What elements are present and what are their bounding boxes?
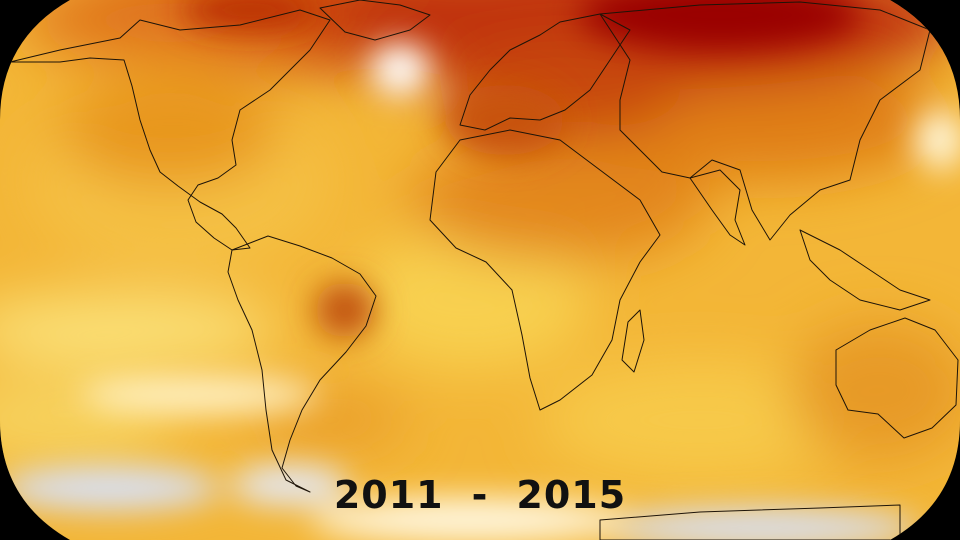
- coastline-southeast-asia: [799, 229, 931, 311]
- coastline-asia: [599, 1, 931, 241]
- coastlines: [9, 0, 959, 540]
- coastline-australia: [835, 317, 959, 439]
- coastline-greenland: [319, 0, 431, 41]
- coastline-south-america: [227, 235, 377, 493]
- start-year: 2011: [333, 473, 444, 517]
- coastline-europe: [459, 13, 631, 131]
- coastline-north-america: [9, 9, 331, 251]
- coastline-madagascar: [621, 309, 645, 373]
- coastline-africa: [429, 129, 661, 411]
- year-separator: -: [471, 473, 489, 517]
- year-range-label: 2011-2015: [0, 470, 960, 520]
- coastline-indian-subcontinent: [689, 169, 746, 246]
- end-year: 2015: [516, 473, 627, 517]
- coastline-antarctica: [599, 504, 901, 540]
